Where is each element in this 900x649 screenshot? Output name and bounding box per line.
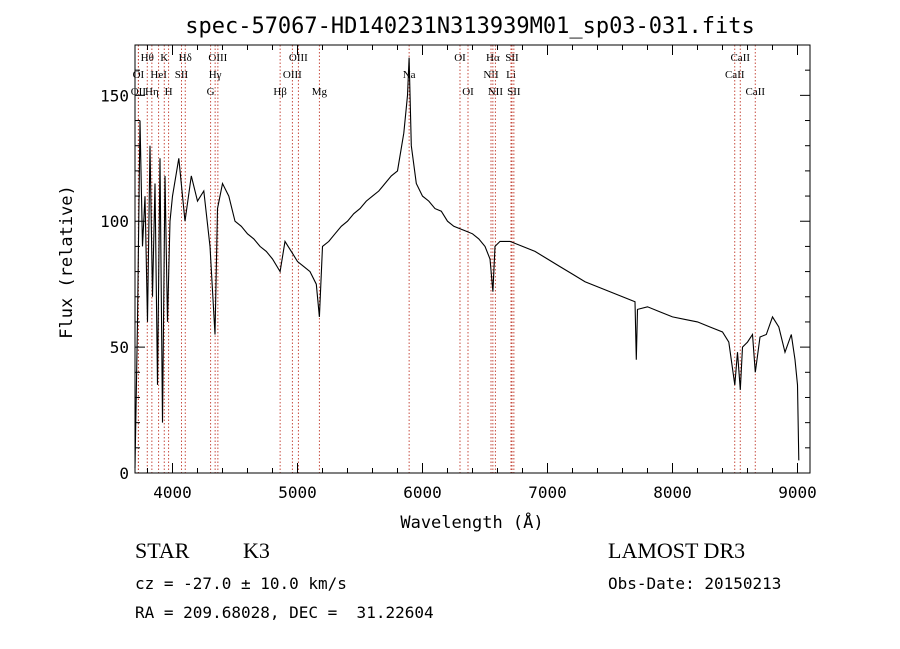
line-marker-label: CaII [725, 69, 745, 81]
line-marker-label: K [160, 52, 168, 64]
x-tick-label: 8000 [653, 483, 692, 502]
line-markers: OIIOIHθHηHeIKHSIIHδGOIIIHγHβOIIIOIIIMgNa… [131, 45, 765, 473]
line-marker-label: H [165, 86, 173, 98]
line-marker-label: HeI [150, 69, 167, 81]
spectral-subclass: K3 [243, 538, 270, 563]
axis-ticks: 4000 5000 6000 7000 8000 9000 0 50 100 150 [100, 44, 817, 502]
y-axis-label: Flux (relative) [57, 185, 77, 339]
x-tick-label: 5000 [278, 483, 317, 502]
line-marker-label: NII [483, 69, 499, 81]
line-marker-label: SII [507, 86, 521, 98]
x-tick-label: 4000 [153, 483, 192, 502]
y-tick-label: 0 [119, 464, 129, 483]
spectral-class: STAR [135, 538, 190, 563]
line-marker-label: CaII [730, 52, 750, 64]
line-marker-label: CaII [745, 86, 765, 98]
line-marker-label: SII [505, 52, 519, 64]
line-marker-label: Hθ [141, 52, 154, 64]
line-marker-label: Li [506, 69, 516, 81]
line-marker-label: Mg [312, 86, 328, 98]
flux-series-line [134, 57, 800, 469]
line-marker-label: Hβ [273, 86, 287, 98]
line-marker-label: Hα [486, 52, 500, 64]
observation-date: Obs-Date: 20150213 [608, 574, 782, 593]
chart-title: spec-57067-HD140231N313939M01_sp03-031.f… [185, 14, 755, 39]
redshift-velocity: cz = -27.0 ± 10.0 km/s [135, 574, 347, 593]
line-marker-label: Hδ [179, 52, 192, 64]
ra-dec-coordinates: RA = 209.68028, DEC = 31.22604 [135, 603, 434, 622]
line-marker-label: G [207, 86, 215, 98]
line-marker-label: Hη [145, 86, 159, 98]
line-marker-label: OI [462, 86, 474, 98]
line-marker-label: Hγ [209, 69, 222, 81]
line-marker-label: OI [454, 52, 466, 64]
x-tick-label: 9000 [778, 483, 817, 502]
y-tick-label: 100 [100, 212, 129, 231]
y-tick-label: 150 [100, 86, 129, 105]
line-marker-label: OIII [289, 52, 308, 64]
line-marker-label: OI [133, 69, 145, 81]
line-marker-label: SII [175, 69, 189, 81]
line-marker-label: OIII [208, 52, 227, 64]
x-tick-label: 7000 [528, 483, 567, 502]
y-tick-label: 50 [110, 338, 129, 357]
x-axis-label: Wavelength (Å) [400, 511, 543, 533]
line-marker-label: OIII [283, 69, 302, 81]
line-marker-label: NII [488, 86, 504, 98]
survey-name: LAMOST DR3 [608, 538, 746, 563]
plot-frame [134, 44, 811, 474]
x-tick-label: 6000 [403, 483, 442, 502]
